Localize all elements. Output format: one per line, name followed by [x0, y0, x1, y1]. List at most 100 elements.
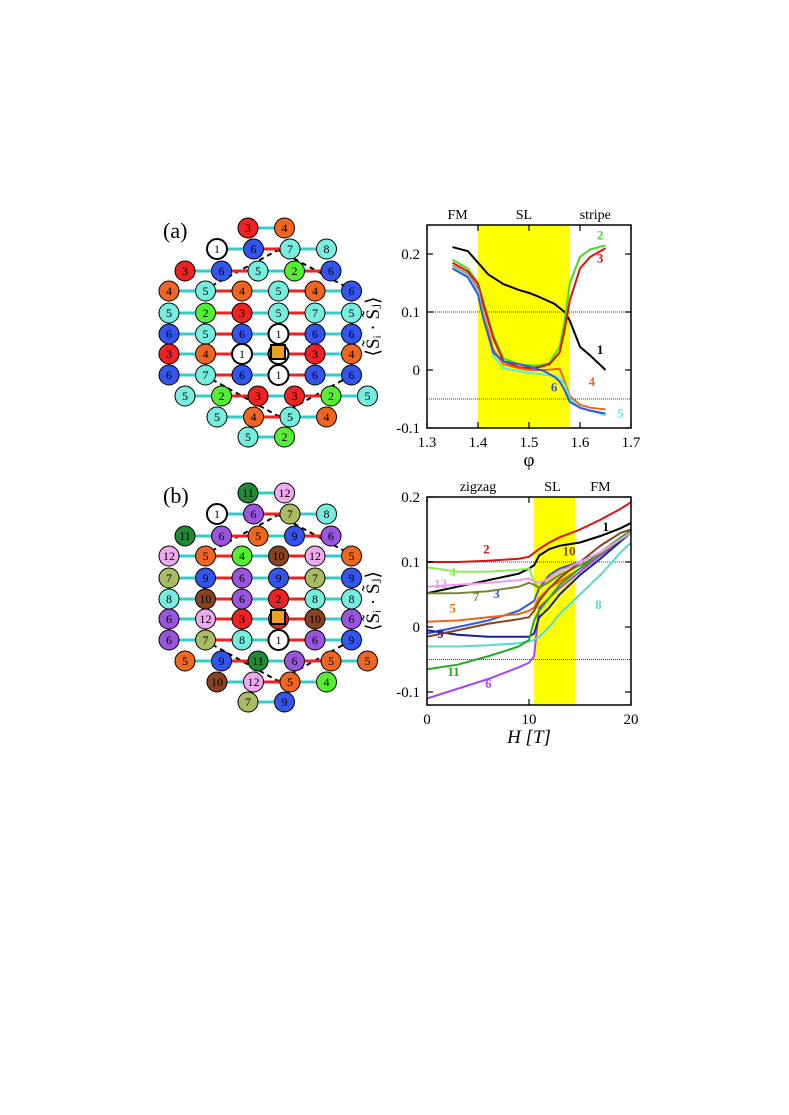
lattice-site: 5: [357, 385, 378, 407]
site-number: 6: [312, 327, 318, 341]
series-label: 10: [563, 544, 576, 559]
x-tick-label: 1.5: [520, 435, 539, 451]
site-number: 6: [166, 633, 172, 647]
lattice-site: 12: [195, 608, 216, 630]
site-number: 4: [324, 675, 330, 689]
lattice-site: 1: [267, 629, 290, 651]
lattice-site: 5: [206, 406, 228, 428]
y-axis-label: ⟨S̃ᵢ · S̃ⱼ⟩: [361, 297, 384, 357]
site-number: 5: [214, 410, 220, 424]
site-number: 11: [242, 486, 254, 500]
lattice-site: 6: [304, 323, 326, 345]
series-label: 1: [597, 342, 604, 357]
origin-square: [270, 609, 286, 625]
lattice-site: 12: [243, 671, 264, 693]
series-line-4: [426, 531, 632, 590]
series-label: 1: [602, 519, 609, 534]
site-number: 5: [365, 654, 371, 668]
y-tick-label: 0.1: [401, 305, 420, 321]
x-tick-label: 1.6: [571, 435, 590, 451]
site-number: 8: [166, 592, 172, 606]
site-number: 2: [328, 389, 334, 403]
lattice-site: 11: [237, 482, 259, 504]
site-number: 6: [239, 368, 245, 382]
site-number: 4: [203, 347, 209, 361]
site-number: 1: [276, 368, 282, 382]
x-tick-label: 20: [624, 712, 639, 728]
series-line-8: [427, 541, 632, 648]
site-number: 6: [328, 264, 334, 278]
lattice-site: 6: [211, 260, 232, 282]
site-number: 7: [166, 571, 172, 585]
lattice-site: 12: [274, 482, 295, 504]
y-tick-label: 0.1: [401, 555, 420, 571]
lattice-site: 9: [341, 567, 362, 589]
lattice-site: 9: [211, 650, 232, 672]
x-tick-label: 1.7: [622, 435, 641, 451]
site-number: 3: [245, 221, 251, 235]
site-number: 1: [276, 633, 282, 647]
site-number: 12: [309, 549, 321, 563]
site-number: 9: [349, 571, 355, 585]
lattice-site: 6: [231, 364, 253, 386]
site-number: 1: [214, 507, 220, 521]
lattice-site: 8: [158, 588, 180, 610]
lattice-site: 5: [357, 650, 378, 672]
lattice-site: 5: [247, 260, 269, 282]
site-number: 9: [219, 654, 225, 668]
phase-label: zigzag: [460, 480, 497, 495]
lattice-site: 8: [316, 503, 337, 525]
lattice-site: 6: [158, 323, 180, 345]
lattice-site: 3: [247, 385, 269, 407]
series-line-12: [426, 531, 632, 588]
x-axis-label: H [T]: [506, 727, 551, 748]
series-label: 4: [449, 564, 456, 579]
site-number: 6: [219, 529, 225, 543]
site-number: 2: [219, 389, 225, 403]
lattice-site: 10: [195, 588, 216, 610]
lattice-site: 4: [158, 280, 180, 302]
site-number: 5: [245, 430, 251, 444]
site-number: 3: [292, 389, 298, 403]
lattice-site: 4: [316, 406, 337, 428]
lattice-site: 9: [268, 567, 289, 589]
site-number: 10: [211, 675, 223, 689]
site-number: 2: [276, 592, 282, 606]
lattice-site: 3: [231, 302, 253, 324]
site-number: 9: [292, 529, 298, 543]
site-number: 12: [200, 612, 212, 626]
site-number: 6: [349, 327, 355, 341]
x-tick-label: 1.3: [418, 435, 437, 451]
y-tick-label: -0.1: [396, 685, 420, 701]
site-number: 12: [279, 486, 291, 500]
lattice-site: 6: [231, 588, 253, 610]
site-number: 2: [282, 430, 288, 444]
series-line-6: [452, 267, 606, 415]
lattice-site: 5: [341, 545, 362, 567]
lattice-site: 4: [243, 406, 264, 428]
site-number: 6: [166, 612, 172, 626]
lattice-site: 4: [195, 343, 216, 365]
series-line-1: [426, 522, 632, 595]
series-label: 2: [483, 542, 490, 557]
lattice-a: 3416783652645454652357565616634113467616…: [158, 217, 378, 448]
site-number: 5: [255, 264, 261, 278]
lattice-site: 5: [268, 302, 289, 324]
lattice-site: 10: [206, 671, 228, 693]
lattice-site: 1: [206, 503, 228, 525]
site-number: 7: [287, 242, 293, 256]
site-number: 5: [255, 529, 261, 543]
lattice-site: 3: [158, 343, 180, 365]
lattice-site: 3: [304, 343, 326, 365]
lattice-site: 8: [341, 588, 362, 610]
lattice-site: 1: [267, 323, 290, 345]
x-tick-label: 10: [522, 712, 537, 728]
lattice-site: 6: [341, 608, 362, 630]
x-axis-label: φ: [524, 450, 535, 471]
lattice-site: 6: [341, 323, 362, 345]
lattice-site: 12: [304, 545, 326, 567]
lattice-site: 5: [195, 323, 216, 345]
phase-label: SL: [544, 480, 560, 495]
site-number: 1: [276, 327, 282, 341]
lattice-site: 12: [158, 545, 180, 567]
